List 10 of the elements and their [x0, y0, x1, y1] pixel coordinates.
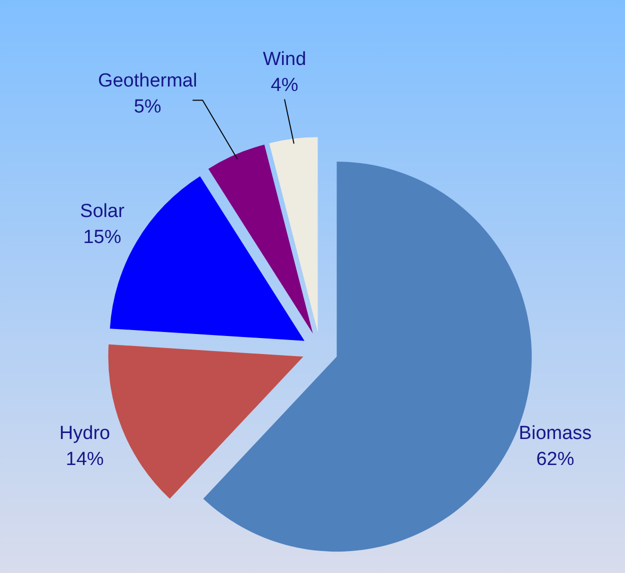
- slice-label: Biomass: [518, 423, 592, 444]
- data-label: 62%: [536, 449, 574, 470]
- data-label: 14%: [66, 449, 104, 470]
- slice-label: Solar: [80, 201, 126, 222]
- data-label: 15%: [83, 227, 122, 248]
- data-label: 4%: [270, 75, 298, 96]
- slice-label: Geothermal: [98, 70, 198, 92]
- slice-label: Hydro: [59, 423, 110, 444]
- data-label: 5%: [134, 96, 162, 118]
- slice-label: Wind: [262, 49, 306, 70]
